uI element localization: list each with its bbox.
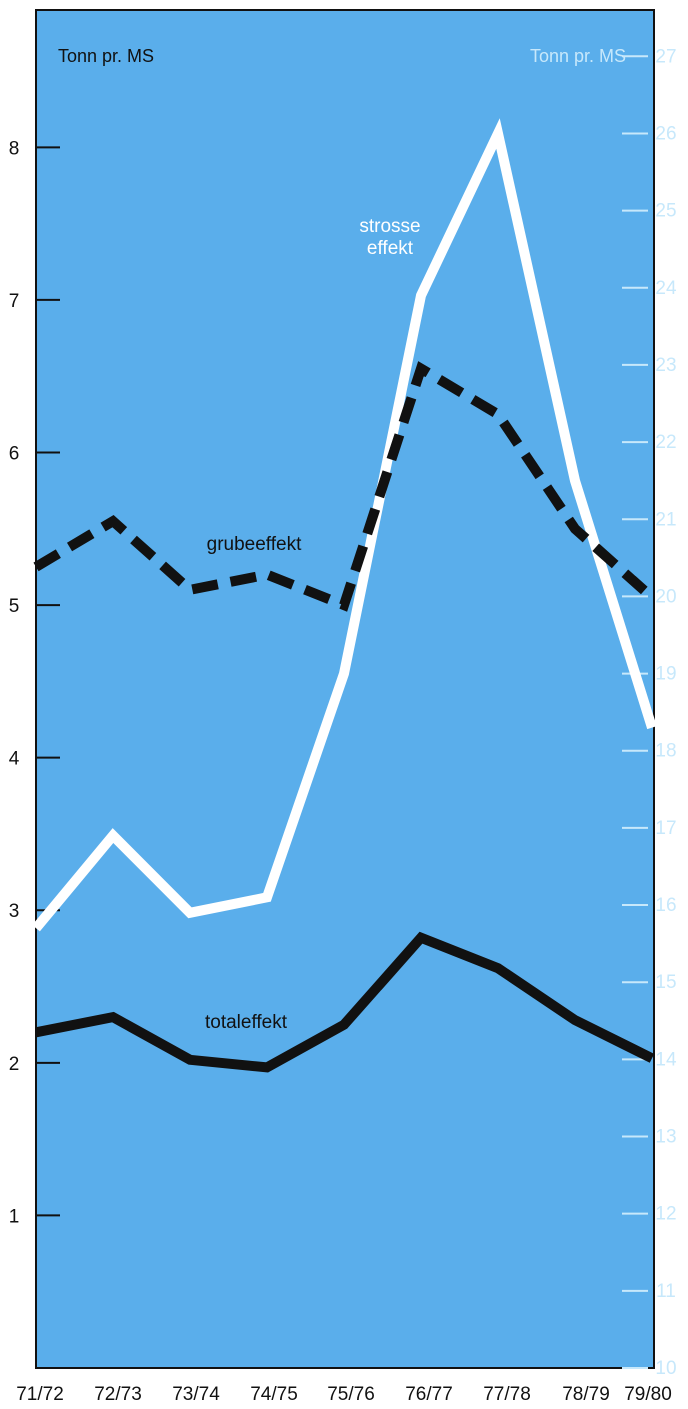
right-tick-label: 13: [655, 1127, 676, 1148]
x-axis: 71/72 72/73 73/74 74/75 75/76 76/77 77/78 78/79…: [16, 1384, 672, 1405]
right-axis-unit-label: Tonn pr. MS: [530, 46, 626, 66]
left-tick-label: 5: [9, 596, 20, 617]
left-axis-unit-label: Tonn pr. MS: [58, 46, 154, 66]
plot-area: [35, 9, 655, 1369]
x-tick-label: 74/75: [250, 1384, 298, 1405]
right-tick-label: 27: [655, 46, 676, 67]
right-tick-label: 22: [655, 432, 676, 453]
left-tick-label: 7: [9, 291, 20, 312]
left-tick-label: 2: [9, 1054, 20, 1075]
series-line-strosse-effekt: [32, 118, 657, 932]
series-line-totaleffekt: [35, 931, 655, 1073]
left-tick-label: 8: [9, 138, 20, 159]
series-lines: [32, 118, 657, 1073]
series-label-line: effekt: [367, 238, 414, 259]
x-tick-label: 78/79: [562, 1384, 610, 1405]
x-tick-label: 73/74: [172, 1384, 220, 1405]
right-tick-label: 16: [655, 895, 676, 916]
x-tick-label: 76/77: [405, 1384, 453, 1405]
x-tick-label: 77/78: [483, 1384, 531, 1405]
right-tick-label: 15: [655, 972, 676, 993]
right-tick-label: 12: [655, 1204, 676, 1225]
right-tick-label: 18: [655, 741, 676, 762]
right-tick-label: 17: [655, 818, 676, 839]
series-label-strosse-effekt: strosse effekt: [359, 216, 420, 259]
x-tick-label: 71/72: [16, 1384, 64, 1405]
right-tick-label: 26: [655, 123, 676, 144]
left-tick-label: 1: [9, 1206, 20, 1227]
series-label-line: strosse: [359, 216, 420, 237]
right-tick-label: 19: [655, 664, 676, 685]
x-tick-label: 79/80: [624, 1384, 672, 1405]
right-tick-label: 14: [655, 1049, 677, 1070]
series-label-grubeeffekt: grubeeffekt: [207, 534, 302, 555]
right-tick-label: 10: [655, 1358, 676, 1379]
x-tick-label: 75/76: [327, 1384, 375, 1405]
right-tick-label: 21: [655, 509, 676, 530]
series-labels: strosse effekt grubeeffekt totaleffekt: [205, 216, 421, 1033]
series-label-totaleffekt: totaleffekt: [205, 1012, 288, 1033]
left-tick-label: 6: [9, 443, 20, 464]
right-tick-label: 25: [655, 201, 676, 222]
series-line-grubeeffekt: [33, 361, 656, 612]
right-tick-label: 24: [655, 278, 677, 299]
right-axis: 10 11 12 13 14 15 16 17 18 19 20 21 22 23 24 25 26 27: [622, 46, 677, 1379]
right-tick-label: 11: [656, 1281, 676, 1302]
right-tick-label: 20: [655, 586, 676, 607]
left-tick-label: 4: [9, 749, 20, 770]
left-axis: 1 2 3 4 5 6 7 8: [9, 138, 60, 1227]
x-tick-label: 72/73: [94, 1384, 142, 1405]
right-tick-label: 23: [655, 355, 676, 376]
left-tick-label: 3: [9, 901, 20, 922]
